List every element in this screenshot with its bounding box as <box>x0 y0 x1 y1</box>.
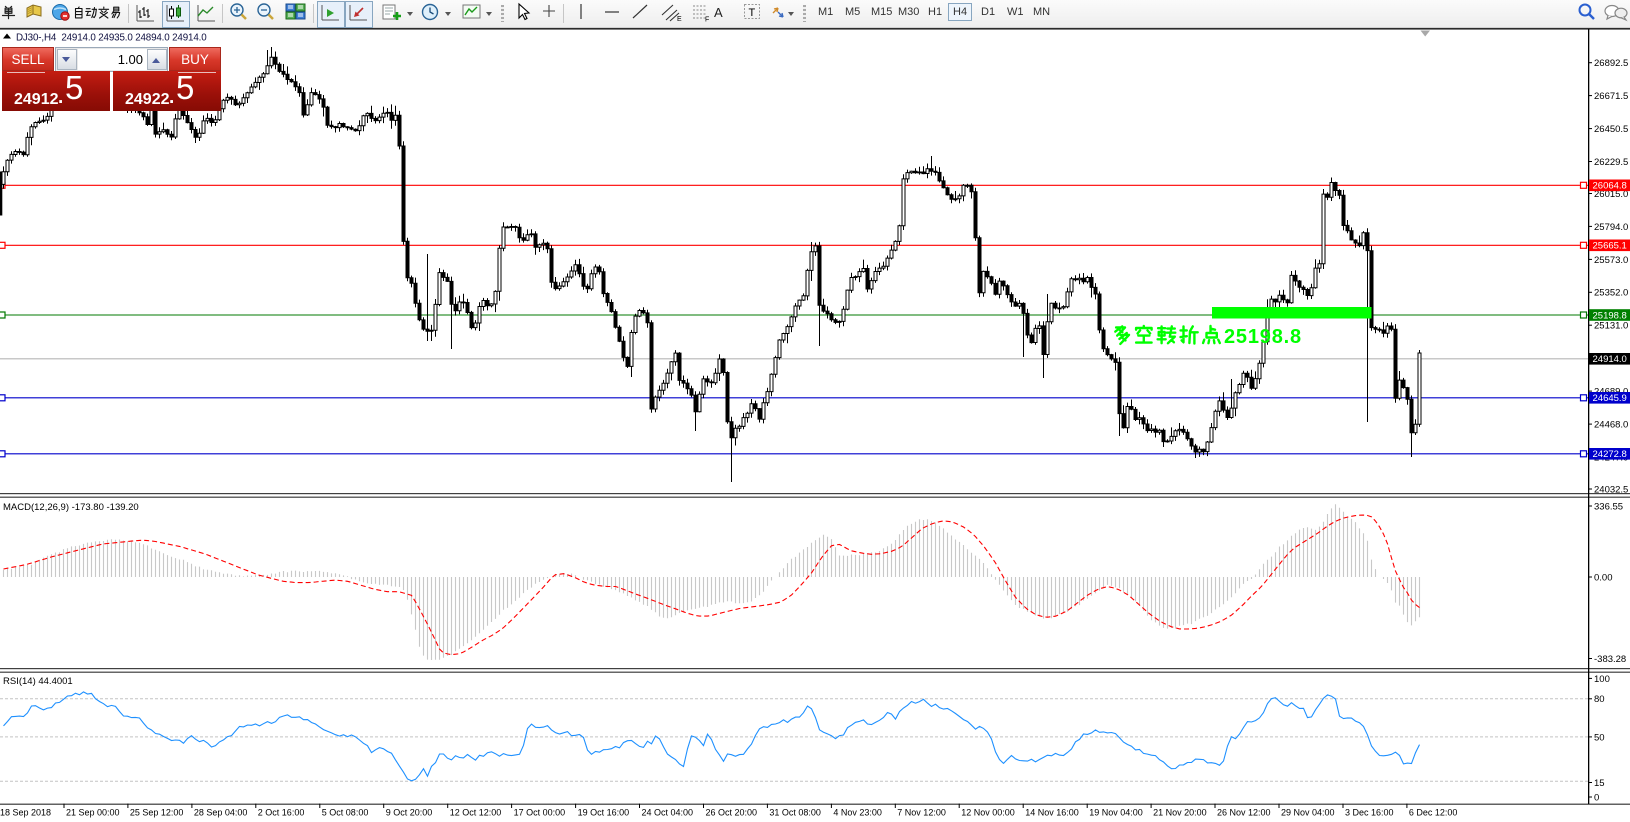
svg-text:26450.5: 26450.5 <box>1594 124 1628 135</box>
svg-text:25794.0: 25794.0 <box>1594 222 1628 233</box>
svg-text:24468.0: 24468.0 <box>1594 420 1628 431</box>
svg-text:0: 0 <box>1594 792 1599 803</box>
svg-text:19 Nov 04:00: 19 Nov 04:00 <box>1089 808 1143 818</box>
svg-text:2 Oct 16:00: 2 Oct 16:00 <box>258 808 305 818</box>
svg-text:50: 50 <box>1594 732 1605 743</box>
svg-text:336.55: 336.55 <box>1594 501 1623 512</box>
svg-text:25665.1: 25665.1 <box>1593 241 1627 252</box>
svg-text:26892.5: 26892.5 <box>1594 58 1628 69</box>
svg-text:3 Dec 16:00: 3 Dec 16:00 <box>1345 808 1394 818</box>
svg-text:80: 80 <box>1594 694 1605 705</box>
svg-text:4 Nov 23:00: 4 Nov 23:00 <box>833 808 882 818</box>
svg-text:6 Dec 12:00: 6 Dec 12:00 <box>1409 808 1458 818</box>
svg-text:100: 100 <box>1594 674 1610 685</box>
svg-text:26 Nov 12:00: 26 Nov 12:00 <box>1217 808 1271 818</box>
svg-text:24272.8: 24272.8 <box>1593 449 1627 460</box>
svg-text:17 Oct 00:00: 17 Oct 00:00 <box>514 808 566 818</box>
svg-text:12 Nov 00:00: 12 Nov 00:00 <box>961 808 1015 818</box>
svg-text:5 Oct 08:00: 5 Oct 08:00 <box>322 808 369 818</box>
svg-text:25198.8: 25198.8 <box>1593 310 1627 321</box>
svg-text:26229.5: 26229.5 <box>1594 157 1628 168</box>
svg-text:15: 15 <box>1594 778 1605 789</box>
svg-text:T: T <box>749 7 756 19</box>
svg-text:9 Oct 20:00: 9 Oct 20:00 <box>386 808 433 818</box>
svg-text:26015.0: 26015.0 <box>1594 189 1628 200</box>
svg-text:24645.9: 24645.9 <box>1593 393 1627 404</box>
svg-text:26 Oct 20:00: 26 Oct 20:00 <box>706 808 758 818</box>
svg-text:26064.8: 26064.8 <box>1593 181 1627 192</box>
svg-text:24 Oct 04:00: 24 Oct 04:00 <box>642 808 694 818</box>
svg-text:28 Sep 04:00: 28 Sep 04:00 <box>194 808 248 818</box>
svg-text:25198.8: 25198.8 <box>1224 326 1302 348</box>
svg-text:25131.0: 25131.0 <box>1594 321 1628 332</box>
svg-text:21 Nov 20:00: 21 Nov 20:00 <box>1153 808 1207 818</box>
svg-text:31 Oct 08:00: 31 Oct 08:00 <box>769 808 821 818</box>
svg-text:25352.0: 25352.0 <box>1594 288 1628 299</box>
svg-text:E: E <box>677 16 682 23</box>
svg-text:RSI(14) 44.4001: RSI(14) 44.4001 <box>3 676 73 687</box>
svg-text:24032.5: 24032.5 <box>1594 484 1628 495</box>
svg-text:14 Nov 16:00: 14 Nov 16:00 <box>1025 808 1079 818</box>
svg-text:19 Oct 16:00: 19 Oct 16:00 <box>578 808 630 818</box>
svg-text:26671.5: 26671.5 <box>1594 91 1628 102</box>
svg-text:21 Sep 00:00: 21 Sep 00:00 <box>66 808 120 818</box>
svg-text:18 Sep 2018: 18 Sep 2018 <box>0 808 51 818</box>
svg-text:DJ30-,H4 24914.0 24935.0 2489: DJ30-,H4 24914.0 24935.0 24894.0 24914.0 <box>16 33 207 44</box>
svg-text:25573.0: 25573.0 <box>1594 255 1628 266</box>
svg-text:MACD(12,26,9) -173.80 -139.20: MACD(12,26,9) -173.80 -139.20 <box>3 502 139 513</box>
svg-text:25 Sep 12:00: 25 Sep 12:00 <box>130 808 184 818</box>
svg-text:F: F <box>705 17 709 24</box>
svg-text:24914.0: 24914.0 <box>1593 354 1627 365</box>
svg-text:7 Nov 12:00: 7 Nov 12:00 <box>897 808 946 818</box>
svg-text:-383.28: -383.28 <box>1594 654 1626 665</box>
svg-text:0.00: 0.00 <box>1594 572 1613 583</box>
svg-text:12 Oct 12:00: 12 Oct 12:00 <box>450 808 502 818</box>
svg-text:29 Nov 04:00: 29 Nov 04:00 <box>1281 808 1335 818</box>
